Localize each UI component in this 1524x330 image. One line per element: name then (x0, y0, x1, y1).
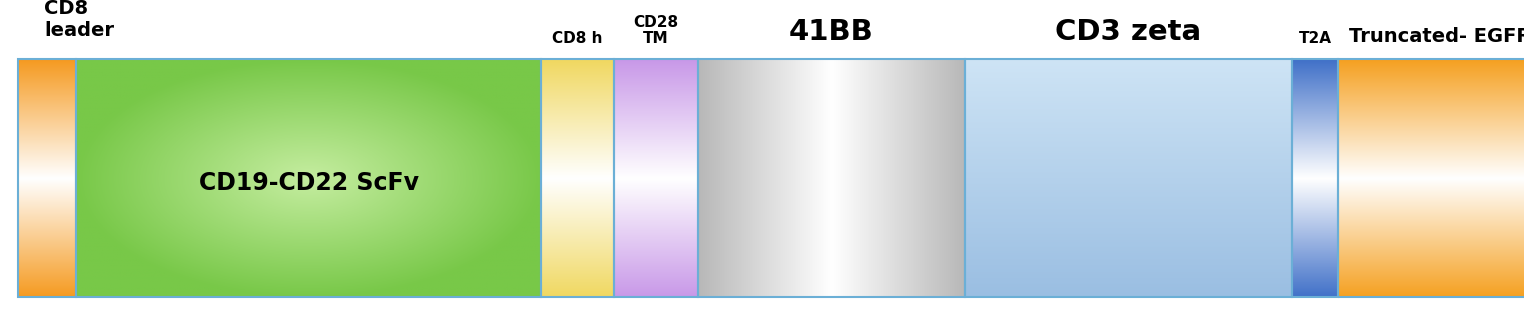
Bar (614, 59, 698, 297)
Bar (698, 59, 965, 297)
Bar (965, 59, 1292, 297)
Text: T2A: T2A (1298, 31, 1332, 46)
Bar (1292, 59, 1338, 297)
Text: CD28
TM: CD28 TM (634, 15, 678, 46)
Bar (76, 59, 541, 297)
Text: CD19-CD22 ScFv: CD19-CD22 ScFv (198, 171, 419, 195)
Text: CD8 h: CD8 h (552, 31, 604, 46)
Text: 41BB: 41BB (789, 18, 873, 46)
Text: Truncated- EGFR: Truncated- EGFR (1349, 27, 1524, 46)
Bar (18, 59, 76, 297)
Text: CD8
leader: CD8 leader (44, 0, 114, 40)
Bar (541, 59, 614, 297)
Bar (1338, 59, 1524, 297)
Text: CD3 zeta: CD3 zeta (1056, 18, 1201, 46)
